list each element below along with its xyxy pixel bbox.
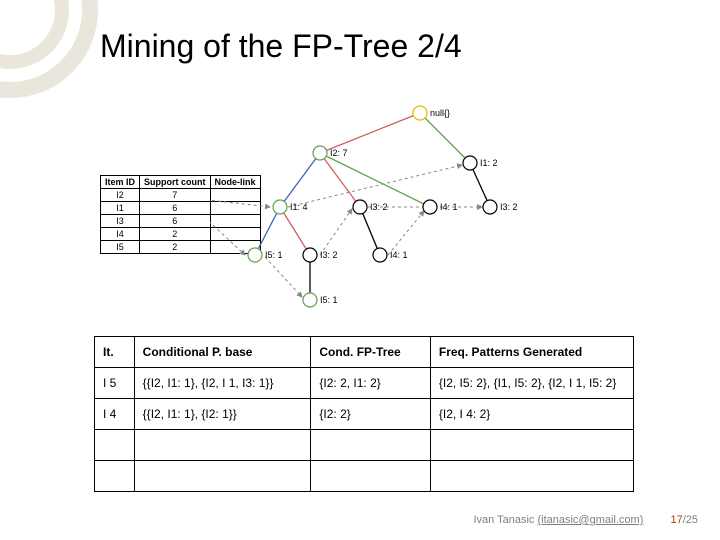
table-cell [95, 461, 135, 492]
table-cell [311, 461, 430, 492]
svg-text:I5: 1: I5: 1 [265, 250, 283, 260]
tree-node: I5: 1 [303, 293, 338, 307]
patterns-table-header: Conditional P. base [134, 337, 311, 368]
header-table-col: Item ID [101, 176, 140, 189]
tree-node: I1: 2 [463, 156, 498, 170]
patterns-table-header: It. [95, 337, 135, 368]
svg-text:null{}: null{} [430, 108, 450, 118]
table-cell: {I2, I5: 2}, {I1, I5: 2}, {I2, I 1, I5: … [430, 368, 633, 399]
page-current: 17 [670, 514, 682, 526]
slide: Mining of the FP-Tree 2/4 Item IDSupport… [0, 0, 720, 540]
svg-text:I3: 2: I3: 2 [370, 202, 388, 212]
tree-node: null{} [413, 106, 450, 120]
table-cell: {I2: 2} [311, 399, 430, 430]
tree-node: I2: 7 [313, 146, 348, 160]
patterns-table-header: Freq. Patterns Generated [430, 337, 633, 368]
footer-pager: 17/25 [670, 514, 698, 526]
fp-tree-graph: null{} I2: 7 I1: 2 I1: 4 I3: 2 I4: 1 I3: 2 I5: … [210, 95, 530, 320]
tree-node: I4: 1 [373, 248, 408, 262]
table-cell [430, 430, 633, 461]
table-cell: I 5 [95, 368, 135, 399]
footer-author: Ivan Tanasic [473, 514, 534, 526]
tree-node: I4: 1 [423, 200, 458, 214]
table-cell [134, 461, 311, 492]
svg-text:I3: 2: I3: 2 [320, 250, 338, 260]
page-total: /25 [683, 514, 698, 526]
tree-node: I3: 2 [353, 200, 388, 214]
table-row [95, 430, 634, 461]
svg-text:I1: 2: I1: 2 [480, 158, 498, 168]
table-cell: {{I2, I1: 1}, {I2: 1}} [134, 399, 311, 430]
table-cell: {I2: 2, I1: 2} [311, 368, 430, 399]
tree-node: I3: 2 [303, 248, 338, 262]
svg-text:I3: 2: I3: 2 [500, 202, 518, 212]
tree-node: I3: 2 [483, 200, 518, 214]
header-table-col: Support count [140, 176, 211, 189]
table-cell [95, 430, 135, 461]
svg-text:I1: 4: I1: 4 [290, 202, 308, 212]
page-title: Mining of the FP-Tree 2/4 [100, 28, 462, 65]
table-row: I 5{{I2, I1: 1}, {I2, I 1, I3: 1}}{I2: 2… [95, 368, 634, 399]
patterns-table-header: Cond. FP-Tree [311, 337, 430, 368]
tree-node: I5: 1 [248, 248, 283, 262]
table-cell [311, 430, 430, 461]
svg-text:I2: 7: I2: 7 [330, 148, 348, 158]
table-row [95, 461, 634, 492]
table-row: I 4{{I2, I1: 1}, {I2: 1}}{I2: 2}{I2, I 4… [95, 399, 634, 430]
table-cell [430, 461, 633, 492]
svg-text:I5: 1: I5: 1 [320, 295, 338, 305]
table-cell: {I2, I 4: 2} [430, 399, 633, 430]
tree-node: I1: 4 [273, 200, 308, 214]
slide-footer: Ivan Tanasic (itanasic@gmail.com) 17/25 [473, 514, 698, 526]
fp-tree-diagram: Item IDSupport countNode-link I27I16I36I… [100, 95, 530, 320]
svg-text:I4: 1: I4: 1 [390, 250, 408, 260]
table-cell [134, 430, 311, 461]
table-cell: {{I2, I1: 1}, {I2, I 1, I3: 1}} [134, 368, 311, 399]
patterns-table: It.Conditional P. baseCond. FP-TreeFreq.… [94, 336, 634, 492]
svg-text:I4: 1: I4: 1 [440, 202, 458, 212]
footer-email: (itanasic@gmail.com) [537, 514, 643, 526]
table-cell: I 4 [95, 399, 135, 430]
